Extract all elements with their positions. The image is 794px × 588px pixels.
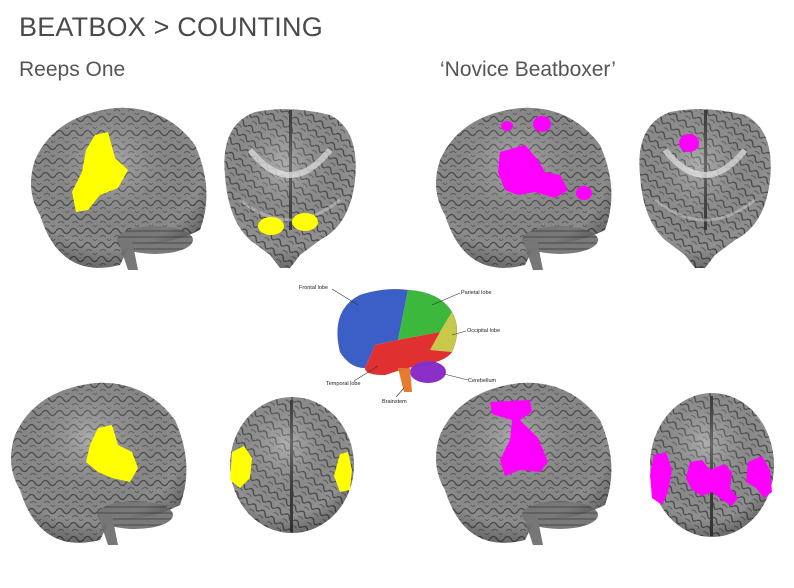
activation-blob xyxy=(746,456,772,498)
cerebellum xyxy=(410,361,446,383)
activation-blob xyxy=(258,217,284,235)
frontal-lobe xyxy=(337,289,408,368)
label-brainstem: Brainstem xyxy=(382,399,407,405)
subject-label-reeps-one: Reeps One xyxy=(19,58,126,81)
activation-blob xyxy=(501,121,513,131)
activation-blob xyxy=(498,145,568,198)
activation-blob xyxy=(72,132,128,212)
reeps-lateral-brain-bottom xyxy=(11,382,187,545)
novice-superior-brain-bottom xyxy=(650,393,774,537)
lobe-diagram: Frontal lobe Parietal lobe Occipital lob… xyxy=(299,285,500,405)
activation-blob xyxy=(292,213,318,231)
activation-blob xyxy=(679,134,699,152)
activation-blob xyxy=(650,452,672,505)
subject-label-novice: ‘Novice Beatboxer’ xyxy=(440,58,616,81)
reeps-posterior-brain-top xyxy=(224,109,356,268)
activation-blob xyxy=(533,116,551,132)
activation-blob xyxy=(334,452,352,492)
reeps-superior-brain-bottom xyxy=(230,397,354,533)
activation-blob xyxy=(576,186,592,200)
activation-blob xyxy=(686,460,738,506)
brainstem xyxy=(398,368,412,392)
activation-blob xyxy=(230,446,252,488)
label-frontal-lobe: Frontal lobe xyxy=(299,285,328,291)
activation-blob xyxy=(490,400,548,476)
page-title: BEATBOX > COUNTING xyxy=(19,12,323,42)
label-cerebellum: Cerebellum xyxy=(468,378,497,384)
activation-blob xyxy=(86,425,138,482)
label-parietal-lobe: Parietal lobe xyxy=(461,290,492,296)
occipital-lobe xyxy=(430,312,457,352)
label-temporal-lobe: Temporal lobe xyxy=(326,381,361,387)
novice-lateral-brain-bottom xyxy=(436,382,612,545)
novice-lateral-brain-top xyxy=(436,107,612,270)
label-occipital-lobe: Occipital lobe xyxy=(467,328,500,334)
temporal-lobe xyxy=(365,332,452,375)
novice-posterior-brain-top xyxy=(639,109,771,268)
reeps-lateral-brain-top xyxy=(31,107,207,270)
